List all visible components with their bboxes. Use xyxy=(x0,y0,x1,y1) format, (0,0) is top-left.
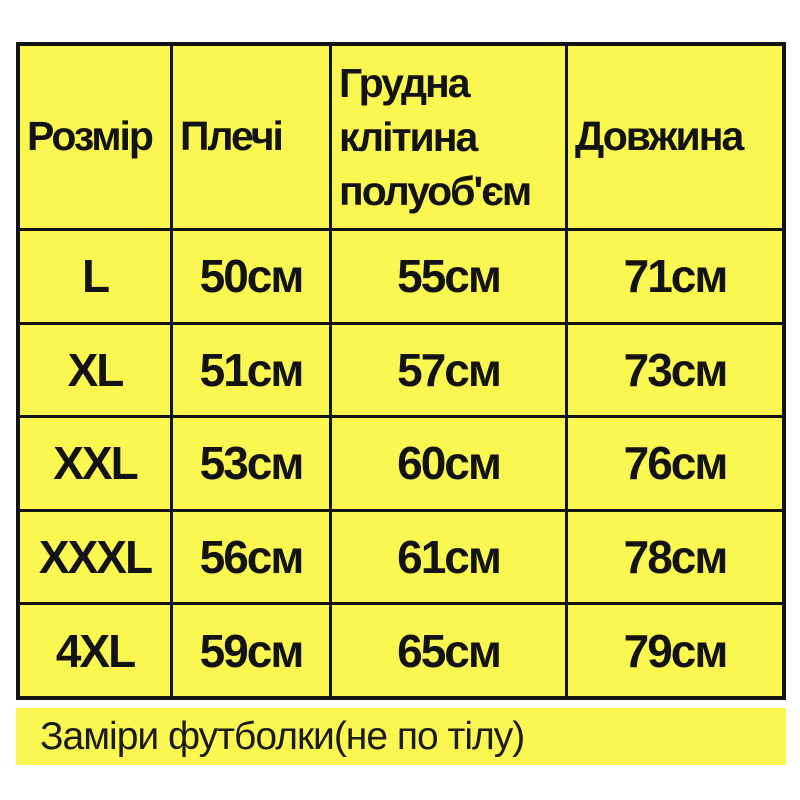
shoulders-cell: 50см xyxy=(173,231,329,322)
chest-cell: 60см xyxy=(332,418,565,509)
chest-cell: 57см xyxy=(332,324,565,416)
length-cell: 73см xyxy=(568,324,782,416)
size-cell: XXXL xyxy=(20,511,170,603)
shoulders-cell: 59см xyxy=(173,605,329,696)
length-cell: 71см xyxy=(568,231,782,322)
header-cell-size: Розмір xyxy=(20,46,170,228)
shoulders-cell: 51см xyxy=(173,324,329,416)
size-cell: XL xyxy=(20,324,170,416)
chest-cell: 55см xyxy=(332,231,565,322)
size-cell: L xyxy=(20,231,170,322)
header-cell-length: Довжина xyxy=(568,46,782,228)
shoulders-cell: 56см xyxy=(173,511,329,603)
chest-cell: 65см xyxy=(332,605,565,696)
size-cell: 4XL xyxy=(20,605,170,696)
length-cell: 79см xyxy=(568,605,782,696)
header-cell-chest-half-volume: Грудна клітина полуоб'єм xyxy=(332,46,565,228)
size-cell: XXL xyxy=(20,418,170,509)
size-table: Розмір Плечі Грудна клітина полуоб'єм До… xyxy=(16,42,786,700)
header-cell-shoulders: Плечі xyxy=(173,46,329,228)
shoulders-cell: 53см xyxy=(173,418,329,509)
length-cell: 78см xyxy=(568,511,782,603)
length-cell: 76см xyxy=(568,418,782,509)
measurement-note: Заміри футболки(не по тілу) xyxy=(16,708,786,765)
chest-cell: 61см xyxy=(332,511,565,603)
